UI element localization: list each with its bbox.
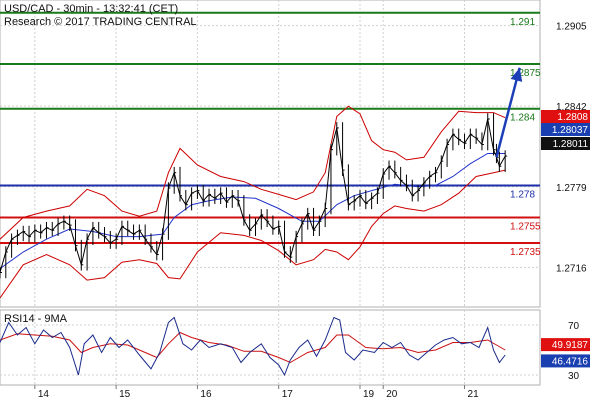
x-tick-label: 21 bbox=[468, 389, 480, 400]
tag-layer: 1.2808 1.28037 1.28011 49.9187 46.4716 bbox=[541, 110, 590, 368]
level-label-resistance-2: 1.284 bbox=[510, 113, 535, 124]
rsi-layer bbox=[0, 316, 506, 377]
bollinger-layer bbox=[0, 105, 506, 299]
price-line bbox=[0, 118, 506, 273]
projection-arrow-head bbox=[510, 67, 523, 82]
price-tag-black-label: 1.28011 bbox=[553, 139, 589, 150]
axis-layer: 1.2905 1.2842 1.2779 1.2716 70 30 14 15 16 17 19 20… bbox=[34, 22, 587, 400]
rsi-line bbox=[0, 316, 506, 377]
level-label-resistance-0: 1.291 bbox=[510, 17, 535, 28]
price-y-tick-label: 1.2842 bbox=[556, 102, 587, 113]
x-tick-label: 19 bbox=[363, 389, 375, 400]
moving-average-line bbox=[0, 153, 506, 270]
price-tag-blue-box bbox=[541, 123, 590, 136]
price-panel-frame bbox=[0, 0, 541, 308]
bollinger-lower-line bbox=[0, 169, 506, 299]
level-label-pivot-3: 1.278 bbox=[510, 189, 535, 200]
rsi-y-tick-label: 70 bbox=[568, 321, 580, 332]
x-tick-label: 15 bbox=[119, 389, 131, 400]
price-tag-black-box bbox=[541, 137, 590, 150]
x-tick-label: 14 bbox=[38, 389, 50, 400]
level-label-support-4: 1.2755 bbox=[510, 221, 541, 232]
rsi-panel-frame bbox=[0, 309, 541, 386]
price-y-tick-label: 1.2905 bbox=[556, 22, 587, 33]
level-label-support-5: 1.2735 bbox=[510, 247, 541, 258]
projection-arrow-shaft bbox=[495, 67, 521, 158]
price-layer bbox=[0, 67, 523, 279]
x-tick-label: 16 bbox=[200, 389, 212, 400]
price-tag-red-label: 1.2808 bbox=[557, 112, 588, 123]
price-tag-red-box bbox=[541, 110, 590, 123]
grid-layer bbox=[0, 0, 540, 385]
rsi-tag-red-box bbox=[541, 338, 590, 352]
x-tick-label: 20 bbox=[386, 389, 398, 400]
price-tag-blue-label: 1.28037 bbox=[552, 125, 589, 136]
price-y-tick-label: 1.2779 bbox=[556, 183, 587, 194]
chart-title: USD/CAD - 30min - 13:32:41 (CET) bbox=[4, 3, 178, 15]
bollinger-upper-line bbox=[0, 105, 506, 240]
copyright-text: Research © 2017 TRADING CENTRAL bbox=[4, 16, 197, 28]
rsi-tag-blue-box bbox=[541, 354, 590, 368]
rsi-y-tick-label: 30 bbox=[568, 371, 580, 382]
rsi-tag-blue-label: 46.4716 bbox=[552, 356, 589, 367]
x-tick-label: 17 bbox=[282, 389, 294, 400]
price-y-tick-label: 1.2716 bbox=[556, 263, 587, 274]
rsi-tag-red-label: 49.9187 bbox=[552, 340, 589, 351]
rsi-ma-line bbox=[0, 331, 506, 364]
level-layer: 1.291 1.2875 1.284 1.278 1.2755 1.2735 bbox=[0, 11, 541, 258]
rsi-panel-title: RSI14 - 9MA bbox=[4, 313, 68, 325]
level-label-resistance-1: 1.2875 bbox=[510, 68, 541, 79]
